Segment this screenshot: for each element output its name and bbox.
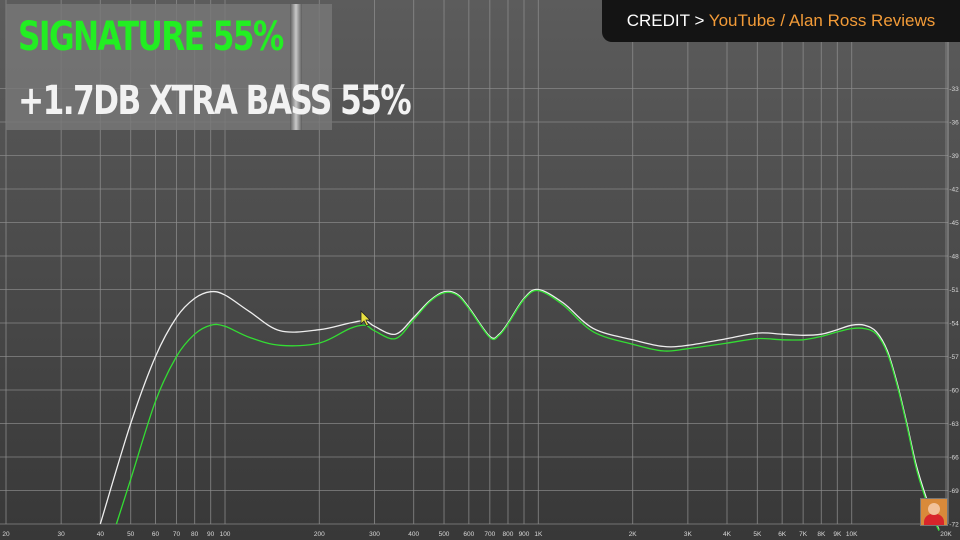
x-tick-label: 200 bbox=[314, 531, 325, 538]
x-tick-label: 2K bbox=[629, 531, 638, 538]
x-tick-label: 900 bbox=[519, 531, 530, 538]
x-tick-label: 400 bbox=[408, 531, 419, 538]
x-tick-label: 6K bbox=[778, 531, 787, 538]
x-tick-label: 20K bbox=[940, 531, 952, 538]
x-tick-label: 1K bbox=[534, 531, 543, 538]
x-tick-label: 50 bbox=[127, 531, 135, 538]
y-tick-label: -63 bbox=[949, 421, 959, 428]
x-tick-label: 90 bbox=[207, 531, 215, 538]
x-tick-label: 7K bbox=[799, 531, 808, 538]
y-tick-label: -60 bbox=[949, 388, 959, 395]
legend-xtra-bass: +1.7DB XTRA BASS 55% bbox=[18, 78, 412, 124]
y-tick-label: -66 bbox=[949, 455, 959, 462]
y-tick-label: -39 bbox=[949, 153, 959, 160]
y-tick-label: -72 bbox=[949, 522, 959, 529]
x-tick-label: 20 bbox=[2, 531, 10, 538]
x-tick-label: 4K bbox=[723, 531, 732, 538]
tick-labels: 20 30 40 50 60 70 80 90 100 200 300 400 500 600 700 800… bbox=[2, 86, 959, 538]
y-tick-label: -57 bbox=[949, 354, 959, 361]
x-tick-label: 40 bbox=[97, 531, 105, 538]
grid bbox=[0, 0, 949, 525]
y-tick-label: -69 bbox=[949, 488, 959, 495]
y-tick-label: -54 bbox=[949, 321, 959, 328]
x-tick-label: 70 bbox=[173, 531, 181, 538]
y-tick-label: -33 bbox=[949, 86, 959, 93]
x-tick-label: 100 bbox=[220, 531, 231, 538]
x-tick-label: 5K bbox=[753, 531, 762, 538]
legend: SIGNATURE 55% +1.7DB XTRA BASS 55% bbox=[6, 4, 412, 130]
y-tick-label: -42 bbox=[949, 187, 959, 194]
x-tick-label: 600 bbox=[463, 531, 474, 538]
x-tick-label: 10K bbox=[846, 531, 858, 538]
y-tick-label: -48 bbox=[949, 254, 959, 261]
legend-signature: SIGNATURE 55% bbox=[18, 14, 284, 60]
x-tick-label: 700 bbox=[484, 531, 495, 538]
y-tick-label: -51 bbox=[949, 287, 959, 294]
credit-source: YouTube / Alan Ross Reviews bbox=[708, 11, 936, 30]
credit-separator: > bbox=[694, 11, 705, 30]
channel-avatar-icon bbox=[920, 498, 948, 526]
x-tick-label: 60 bbox=[152, 531, 160, 538]
series-line-signature bbox=[115, 289, 940, 531]
mouse-cursor-icon bbox=[360, 310, 371, 327]
x-tick-label: 800 bbox=[503, 531, 514, 538]
x-tick-label: 30 bbox=[58, 531, 66, 538]
x-tick-label: 3K bbox=[684, 531, 693, 538]
x-tick-label: 300 bbox=[369, 531, 380, 538]
y-tick-label: -45 bbox=[949, 220, 959, 227]
series-line-xtra-bass bbox=[99, 288, 940, 530]
series-lines bbox=[99, 288, 940, 531]
x-tick-label: 8K bbox=[817, 531, 826, 538]
x-tick-label: 9K bbox=[833, 531, 842, 538]
credit-prefix: CREDIT bbox=[626, 11, 690, 30]
credit-banner: CREDIT > YouTube / Alan Ross Reviews bbox=[602, 0, 960, 42]
x-tick-label: 500 bbox=[439, 531, 450, 538]
y-tick-label: -36 bbox=[949, 120, 959, 127]
x-tick-label: 80 bbox=[191, 531, 199, 538]
legend-divider bbox=[290, 4, 302, 130]
